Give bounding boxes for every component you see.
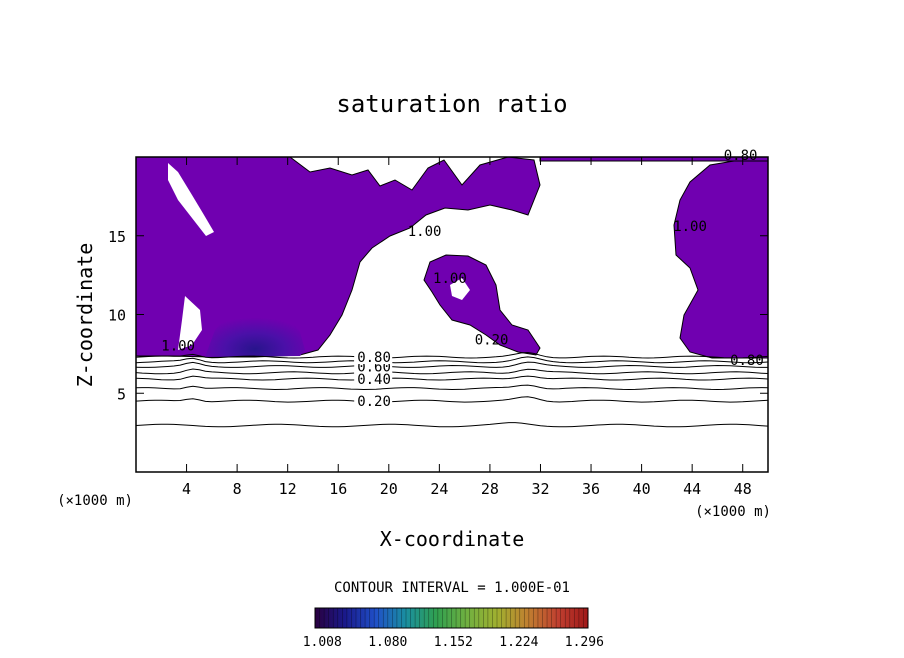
colorbar-tick-label: 1.080 [368,635,407,650]
colorbar-tick-label: 1.296 [565,635,604,650]
contour-label: 0.80 [730,353,764,369]
contour-label-bg [354,394,393,409]
x-tick-label: 12 [279,480,297,498]
chart-title: saturation ratio [336,90,567,118]
contour-line-0.6 [136,361,768,368]
supersaturation-fill [136,157,768,359]
fill-hole-left-2 [178,296,202,350]
x-axis-label: X-coordinate [380,527,525,551]
colorbar-tick-label: 1.008 [303,635,342,650]
contour-label: 1.00 [673,219,707,235]
y-tick-label: 15 [108,228,126,246]
x-tick-label: 24 [430,480,448,498]
colorbar-tick-label: 1.152 [434,635,473,650]
colorbar-tick-labels: 1.008 1.080 1.152 1.224 1.296 [303,635,604,650]
fill-region-left [136,157,541,358]
contour-line-0.4 [136,375,768,381]
contour-line-0.10 [136,422,768,428]
x-tick-label: 44 [683,480,701,498]
contour-interval-note: CONTOUR INTERVAL = 1.000E-01 [334,580,570,596]
contour-line-0.7 [136,356,768,364]
x-tick-label: 36 [582,480,600,498]
x-tick-label: 28 [481,480,499,498]
y-tick-label: 10 [108,307,126,325]
colorbar-stripes [319,608,584,628]
x-unit-label-left: (×1000 m) [57,493,133,509]
x-axis-ticks: 4 8 12 16 20 24 28 32 36 40 44 48 [182,157,752,498]
fill-region-right [673,157,768,359]
colorbar: 1.008 1.080 1.152 1.224 1.296 [303,607,604,650]
y-axis-label: Z-coordinate [73,243,97,388]
y-tick-label: 5 [117,385,126,403]
x-tick-label: 8 [233,480,242,498]
x-tick-label: 40 [633,480,651,498]
contour-label: 0.80 [357,350,391,366]
contour-label: 0.40 [357,372,391,388]
fill-hole-middle [450,278,470,300]
fill-hole-left [168,163,214,236]
contour-label: 0.20 [357,394,391,410]
contour-label-bg [354,372,393,387]
contour-label: 1.00 [408,224,442,240]
contour-label: 0.20 [475,332,509,348]
contour-line-0.3 [136,384,768,391]
x-unit-label-right: (×1000 m) [695,504,771,520]
x-tick-label: 20 [380,480,398,498]
contour-labels: 0.200.400.600.801.001.001.001.000.800.80… [161,148,764,410]
contour-line-0.8 [136,351,768,359]
contour-label: 1.00 [433,271,467,287]
x-tick-label: 4 [182,480,191,498]
colorbar-ramp [314,607,589,629]
y-axis-ticks: 5 10 15 [108,228,768,403]
contour-label: 0.80 [724,148,758,164]
x-tick-label: 16 [329,480,347,498]
contour-lines [136,351,768,428]
colorbar-tick-label: 1.224 [499,635,538,650]
contour-label: 1.00 [161,339,195,355]
contour-label-bg [354,350,393,365]
fill-core-high [205,304,305,357]
x-tick-label: 48 [734,480,752,498]
contour-line-0.5 [136,368,768,375]
x-tick-label: 32 [531,480,549,498]
contour-line-0.2 [136,396,768,403]
fill-region-middle [423,254,541,356]
